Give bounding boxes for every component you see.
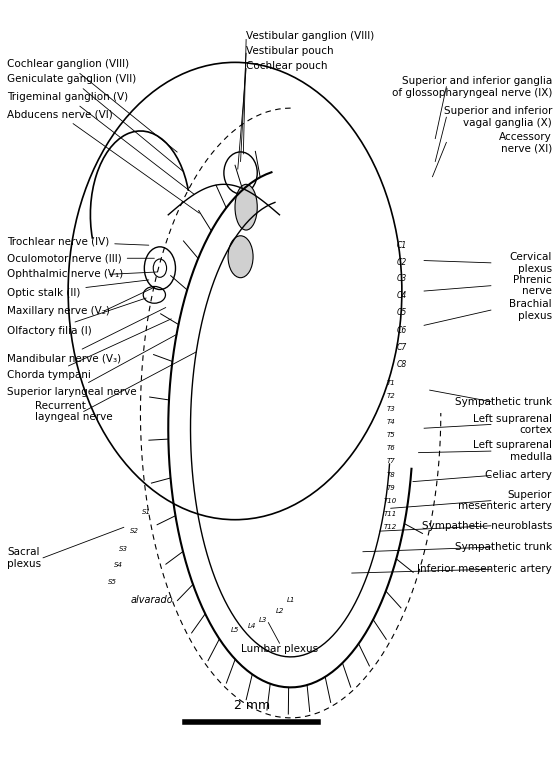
Text: C4: C4 [397, 291, 407, 300]
Text: Cochlear ganglion (VIII): Cochlear ganglion (VIII) [7, 59, 177, 152]
Text: Maxillary nerve (V₂): Maxillary nerve (V₂) [7, 306, 110, 316]
Text: Superior and inferior
vagal ganglia (X): Superior and inferior vagal ganglia (X) [444, 106, 552, 128]
Text: T4: T4 [386, 419, 395, 425]
Text: Lumbar plexus: Lumbar plexus [241, 644, 318, 654]
Text: T8: T8 [386, 472, 395, 477]
Ellipse shape [228, 236, 253, 278]
Text: T6: T6 [386, 445, 395, 451]
Text: Vestibular ganglion (VIII): Vestibular ganglion (VIII) [246, 31, 375, 41]
Text: C2: C2 [397, 258, 407, 266]
Text: Accessory
nerve (XI): Accessory nerve (XI) [499, 132, 552, 153]
Text: Left suprarenal
medulla: Left suprarenal medulla [473, 441, 552, 462]
Text: Inferior mesenteric artery: Inferior mesenteric artery [418, 565, 552, 575]
Text: Geniculate ganglion (VII): Geniculate ganglion (VII) [7, 74, 183, 171]
Text: C8: C8 [397, 360, 407, 369]
Text: C6: C6 [397, 326, 407, 335]
Text: T3: T3 [386, 405, 395, 412]
Text: S3: S3 [119, 545, 128, 552]
Text: Cochlear pouch: Cochlear pouch [246, 61, 328, 71]
Text: T1: T1 [386, 379, 395, 386]
Text: Trochlear nerve (IV): Trochlear nerve (IV) [7, 236, 149, 246]
Text: Abducens nerve (VI): Abducens nerve (VI) [7, 109, 200, 213]
Text: Phrenic
nerve: Phrenic nerve [513, 275, 552, 297]
Text: Sympathetic neuroblasts: Sympathetic neuroblasts [421, 521, 552, 531]
Text: Optic stalk (II): Optic stalk (II) [7, 280, 149, 298]
Text: Mandibular nerve (V₃): Mandibular nerve (V₃) [7, 308, 166, 363]
Text: T10: T10 [384, 498, 397, 504]
Text: Left suprarenal
cortex: Left suprarenal cortex [473, 414, 552, 435]
Text: 2 mm: 2 mm [234, 698, 270, 711]
Text: Sympathetic trunk: Sympathetic trunk [455, 396, 552, 406]
Text: T11: T11 [384, 511, 397, 517]
Text: Cervical
plexus: Cervical plexus [510, 252, 552, 274]
Text: T12: T12 [384, 524, 397, 530]
Ellipse shape [235, 184, 257, 230]
Text: Recurrent
layngeal nerve: Recurrent layngeal nerve [35, 401, 112, 422]
Text: S4: S4 [113, 562, 122, 568]
Text: Superior laryngeal nerve: Superior laryngeal nerve [7, 334, 177, 396]
Text: Brachial
plexus: Brachial plexus [509, 299, 552, 321]
Text: T2: T2 [386, 392, 395, 399]
Text: L3: L3 [259, 617, 267, 623]
Text: S1: S1 [141, 509, 150, 515]
Text: Ophthalmic nerve (V₁): Ophthalmic nerve (V₁) [7, 269, 123, 279]
Text: Chorda tympani: Chorda tympani [7, 319, 171, 380]
Text: L1: L1 [286, 597, 295, 603]
Text: C7: C7 [397, 343, 407, 352]
Text: Trigeminal ganglion (V): Trigeminal ganglion (V) [7, 92, 194, 194]
Text: Sacral
plexus: Sacral plexus [7, 547, 41, 568]
Text: Olfactory filia (I): Olfactory filia (I) [7, 298, 146, 336]
Text: L2: L2 [276, 608, 283, 614]
Text: C3: C3 [397, 275, 407, 283]
Text: Vestibular pouch: Vestibular pouch [246, 46, 334, 56]
Text: S5: S5 [108, 579, 117, 585]
Text: Celiac artery: Celiac artery [485, 470, 552, 480]
Text: C1: C1 [397, 241, 407, 250]
Text: Oculomotor nerve (III): Oculomotor nerve (III) [7, 253, 154, 263]
Text: Sympathetic trunk: Sympathetic trunk [455, 542, 552, 552]
Text: L4: L4 [248, 623, 256, 630]
Text: Superior
mesenteric artery: Superior mesenteric artery [458, 490, 552, 512]
Text: C5: C5 [397, 308, 407, 317]
Text: T9: T9 [386, 485, 395, 491]
Text: T5: T5 [386, 432, 395, 438]
Text: T7: T7 [386, 458, 395, 464]
Text: L5: L5 [231, 627, 239, 633]
Text: S2: S2 [130, 528, 139, 534]
Text: Superior and inferior ganglia
of glossopharyngeal nerve (IX): Superior and inferior ganglia of glossop… [392, 76, 552, 98]
Text: alvarado: alvarado [130, 594, 173, 605]
